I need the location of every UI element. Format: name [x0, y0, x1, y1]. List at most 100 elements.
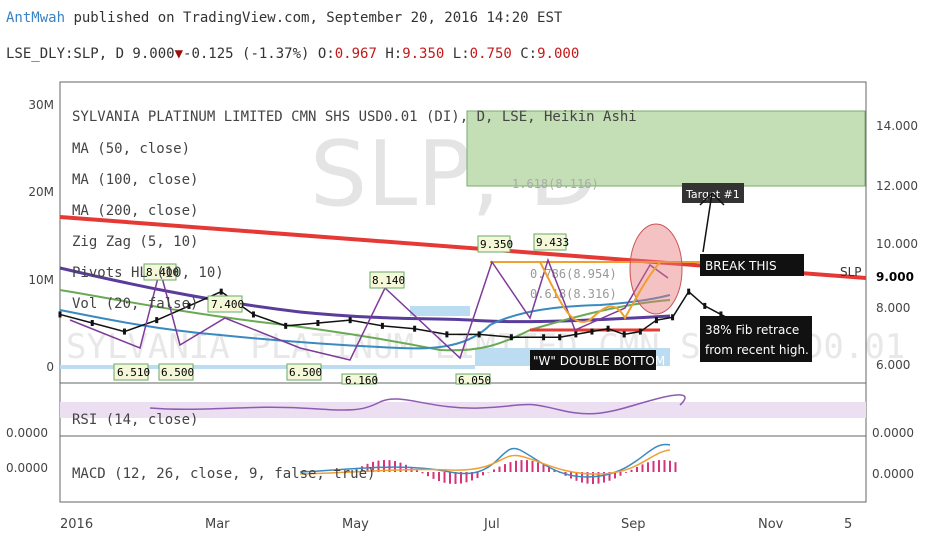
macd-bar	[608, 472, 611, 481]
symbol-text: LSE_DLY:SLP, D 9.000	[6, 46, 175, 62]
pivot-label-10: 6.050	[458, 374, 491, 387]
pivot-labels: 8.400 7.400 8.140 9.350 9.433 6.510 6.50…	[113, 233, 569, 387]
target-arrow-line	[702, 192, 713, 253]
left-axis: 30M 20M 10M 0	[28, 98, 54, 374]
x-tick-7: 5	[844, 517, 852, 532]
highlight-circle	[629, 223, 683, 315]
symbol-line: LSE_DLY:SLP, D 9.000▼-0.125 (-1.37%) O:0…	[6, 46, 579, 62]
close-value: 9.000	[537, 46, 580, 62]
macd-bar	[416, 470, 418, 472]
macd-bar	[669, 460, 671, 472]
publish-line: AntMwah published on TradingView.com, Se…	[6, 10, 562, 26]
rsi-axis-left: 0.0000	[6, 426, 48, 440]
rsi-band	[60, 402, 866, 418]
macd-bar	[377, 460, 380, 472]
symbol-tag: SLP	[840, 265, 862, 279]
high-value: 9.350	[402, 46, 445, 62]
macd-bar	[438, 472, 440, 482]
price-point	[687, 288, 691, 295]
price-point	[219, 288, 223, 295]
macd-bar	[482, 472, 484, 476]
right-tick-3: 10.000	[876, 237, 918, 251]
macd-bar	[355, 469, 358, 472]
price-point	[590, 328, 594, 335]
macd-bar	[515, 460, 517, 472]
break-this-box	[700, 254, 804, 276]
price-point	[316, 320, 320, 326]
macd-bar	[614, 472, 616, 479]
legend-vol[interactable]: Vol (20, false)	[72, 296, 198, 312]
macd-bar	[498, 466, 501, 472]
price-point	[638, 328, 642, 335]
macd-bar	[636, 466, 638, 472]
legend-pivots[interactable]: Pivots HL (10, 10)	[72, 265, 224, 281]
price-point	[719, 311, 723, 318]
macd-bar	[641, 464, 644, 472]
price-point	[122, 328, 126, 335]
left-tick-1: 30M	[28, 98, 54, 112]
legend-ma50[interactable]: MA (50, close)	[72, 141, 190, 157]
macd-bar	[592, 472, 594, 484]
legend-ma200[interactable]: MA (200, close)	[72, 203, 198, 219]
macd-bar	[383, 460, 385, 472]
x-tick-4: Jul	[483, 517, 500, 532]
x-tick-5: Sep	[621, 517, 646, 532]
x-tick-3: May	[342, 517, 369, 532]
pivot-label-1: 8.400	[146, 266, 179, 279]
macd-bar	[658, 460, 660, 472]
double-bottom-box	[530, 350, 656, 370]
macd-bar	[509, 462, 512, 472]
close-label: C:	[520, 46, 538, 62]
pivot-label-8: 6.500	[289, 366, 322, 379]
price-point	[671, 314, 675, 321]
right-tick-1: 14.000	[876, 119, 918, 133]
x-axis: 2016 Mar May Jul Sep Nov 5	[60, 517, 852, 532]
open-value: 0.967	[334, 46, 377, 62]
fib-retrace-box	[700, 316, 812, 362]
fib-level-3: 0.618(8.316)	[530, 287, 617, 301]
legend-zigzag[interactable]: Zig Zag (5, 10)	[72, 234, 198, 250]
macd-bar	[647, 462, 649, 472]
pivot-label-5: 9.433	[536, 236, 569, 249]
macd-histogram	[355, 460, 677, 484]
macd-bar	[460, 472, 462, 484]
w-pattern-line	[539, 261, 661, 323]
pivot-label-6: 6.510	[117, 366, 150, 379]
macd-bar	[361, 466, 363, 472]
legend-main[interactable]: SYLVANIA PLATINUM LIMITED CMN SHS USD0.0…	[72, 109, 637, 125]
indicator-legend: SYLVANIA PLATINUM LIMITED CMN SHS USD0.0…	[72, 109, 637, 312]
macd-bar	[674, 462, 677, 472]
chart-frame	[59, 81, 867, 503]
macd-bar	[421, 472, 424, 474]
macd-bar	[504, 464, 506, 472]
macd-bar	[630, 469, 633, 472]
x-tick-2: Mar	[205, 517, 230, 532]
macd-bar	[597, 472, 600, 484]
x-tick-6: Nov	[758, 517, 784, 532]
macd-bar	[405, 464, 407, 472]
macd-axis-left: 0.0000	[6, 461, 48, 475]
price-point	[90, 320, 94, 326]
macd-bar	[586, 472, 589, 484]
price-point	[558, 334, 562, 341]
macd-bar	[432, 472, 435, 479]
macd-bar	[619, 472, 622, 476]
rsi-label[interactable]: RSI (14, close)	[72, 412, 198, 428]
open-label: O:	[317, 46, 335, 62]
macd-bar	[471, 472, 473, 481]
author-link[interactable]: AntMwah	[6, 10, 66, 26]
macd-axis-right: 0.0000	[872, 467, 914, 481]
price-point	[445, 331, 449, 338]
legend-ma100[interactable]: MA (100, close)	[72, 172, 198, 188]
pivot-label-3: 8.140	[372, 274, 405, 287]
price-point	[542, 334, 546, 341]
price-line	[59, 290, 770, 338]
price-point	[380, 322, 384, 329]
macd-bar	[388, 460, 391, 472]
rsi-axis-right: 0.0000	[872, 426, 914, 440]
macd-label[interactable]: MACD (12, 26, close, 9, false, true)	[72, 466, 375, 482]
macd-bar	[449, 472, 451, 484]
price-point	[654, 317, 658, 324]
macd-line	[299, 443, 671, 478]
